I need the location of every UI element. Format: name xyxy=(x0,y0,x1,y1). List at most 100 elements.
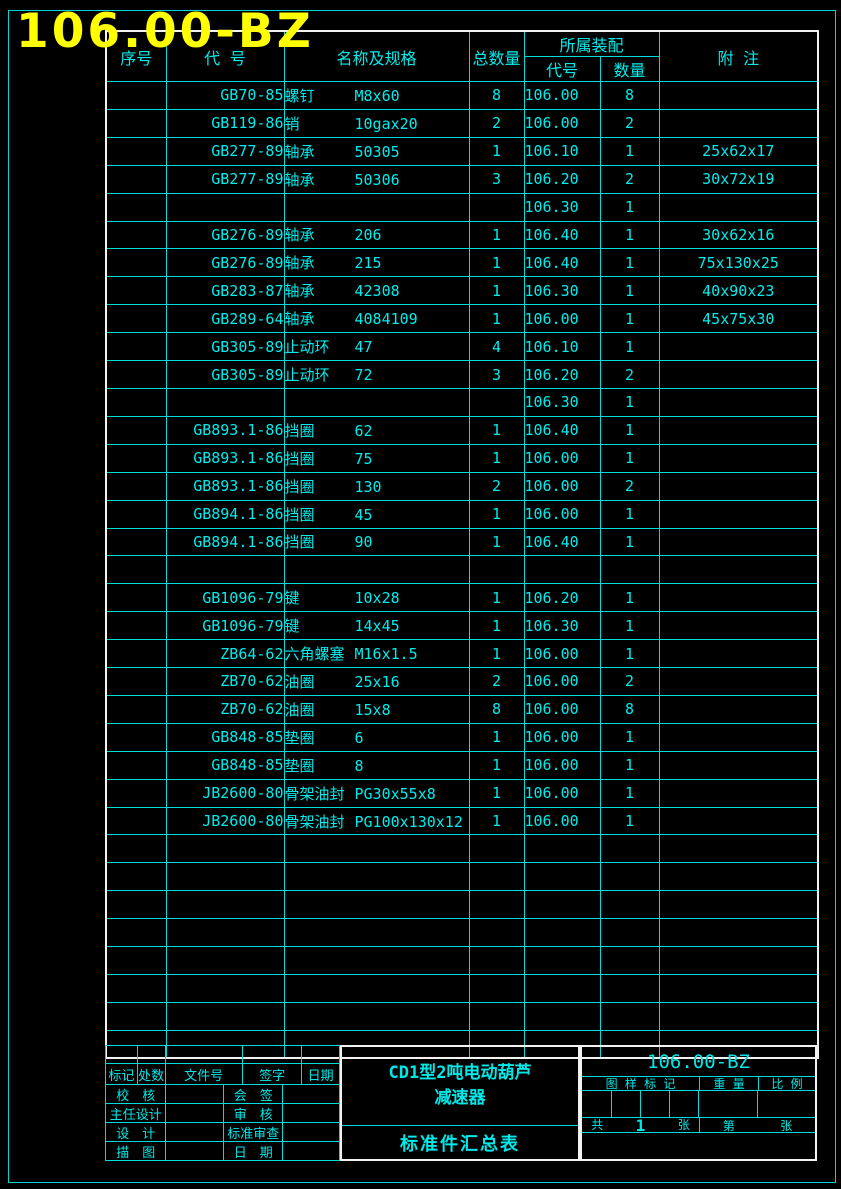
cell-name-spec xyxy=(283,1029,470,1059)
cell-assembly-code: 106.00 xyxy=(523,778,601,808)
cell-code: GB305-89 xyxy=(165,360,285,389)
empty-cell xyxy=(283,1085,339,1103)
part-name: 轴承 xyxy=(284,226,315,245)
cell-total-qty xyxy=(468,387,525,417)
cell-total-qty: 1 xyxy=(468,722,525,752)
empty-cell xyxy=(243,1046,303,1063)
cell-serial xyxy=(105,667,167,696)
part-name: 挡圈 xyxy=(284,533,315,552)
cell-total-qty xyxy=(468,1029,525,1059)
parts-table-body: GB70-85 螺钉 M8x60 8 106.00 8 GB119-86 销 10gax20 2 1… xyxy=(105,81,819,1059)
cell-code: GB70-85 xyxy=(165,81,285,110)
table-row: GB893.1-86 挡圈 75 1 106.00 1 xyxy=(105,443,819,473)
empty-cell xyxy=(302,1046,339,1063)
header-assembly-qty: 数量 xyxy=(599,56,660,82)
empty-cell xyxy=(283,1123,339,1141)
cell-code xyxy=(165,890,285,920)
cell-total-qty: 1 xyxy=(468,806,525,836)
cell-total-qty: 1 xyxy=(468,750,525,780)
part-spec: M16x1.5 xyxy=(354,645,418,664)
label-date2: 日 期 xyxy=(224,1142,284,1160)
cell-code: GB276-89 xyxy=(165,220,285,250)
cell-name-spec xyxy=(283,918,470,948)
part-spec: M8x60 xyxy=(354,86,400,105)
cell-total-qty: 3 xyxy=(468,360,525,389)
cell-assembly-code xyxy=(523,1001,601,1031)
table-row xyxy=(105,1001,819,1031)
table-row: GB848-85 垫圈 6 1 106.00 1 xyxy=(105,722,819,752)
cell-serial xyxy=(105,639,167,669)
label-review: 审 核 xyxy=(224,1104,284,1122)
cell-code: ZB64-62 xyxy=(165,639,285,669)
cell-remark xyxy=(658,527,819,557)
cell-assembly-qty: 1 xyxy=(599,136,660,166)
cell-remark xyxy=(658,890,819,920)
cell-code: GB894.1-86 xyxy=(165,527,285,557)
cell-name-spec: 挡圈 62 xyxy=(283,415,470,445)
cell-remark xyxy=(658,750,819,780)
cell-name-spec: 垫圈 6 xyxy=(283,722,470,752)
cell-name-spec: 挡圈 90 xyxy=(283,527,470,557)
part-name: 挡圈 xyxy=(284,505,315,524)
cell-remark xyxy=(658,918,819,948)
cell-total-qty xyxy=(468,918,525,948)
cell-assembly-qty: 1 xyxy=(599,304,660,334)
cell-name-spec: 垫圈 8 xyxy=(283,750,470,780)
cell-serial xyxy=(105,499,167,529)
cell-assembly-qty: 1 xyxy=(599,499,660,529)
cell-name-spec: 螺钉 M8x60 xyxy=(283,81,470,110)
cell-assembly-code: 106.00 xyxy=(523,806,601,836)
cell-code: GB893.1-86 xyxy=(165,471,285,501)
cell-serial xyxy=(105,527,167,557)
cell-name-spec: 轴承 4084109 xyxy=(283,304,470,334)
part-spec: 75 xyxy=(354,449,373,468)
cell-remark xyxy=(658,694,819,724)
cell-code: GB283-87 xyxy=(165,276,285,306)
cell-remark: 25x62x17 xyxy=(658,136,819,166)
cell-name-spec: 挡圈 45 xyxy=(283,499,470,529)
cell-assembly-code: 106.00 xyxy=(523,667,601,696)
cell-serial xyxy=(105,304,167,334)
cell-remark xyxy=(658,862,819,892)
cell-name-spec: 轴承 50305 xyxy=(283,136,470,166)
cell-code xyxy=(165,192,285,222)
cell-code: GB893.1-86 xyxy=(165,415,285,445)
cell-assembly-code: 106.00 xyxy=(523,499,601,529)
empty-cell xyxy=(283,1142,339,1160)
part-spec: 62 xyxy=(354,421,373,440)
part-name: 骨架油封 xyxy=(284,812,345,831)
cell-serial xyxy=(105,974,167,1003)
table-row: GB1096-79 键 14x45 1 106.30 1 xyxy=(105,611,819,641)
drawing-frame xyxy=(8,10,836,1183)
part-name: 垫圈 xyxy=(284,756,315,775)
cell-assembly-qty: 1 xyxy=(599,750,660,780)
cell-assembly-code: 106.00 xyxy=(523,108,601,138)
cell-total-qty xyxy=(468,890,525,920)
cell-total-qty: 2 xyxy=(468,108,525,138)
cell-name-spec xyxy=(283,555,470,585)
empty-cell xyxy=(166,1123,224,1141)
cell-assembly-code: 106.00 xyxy=(523,722,601,752)
weight-value-cell xyxy=(699,1091,758,1117)
part-name: 油圈 xyxy=(284,672,315,691)
table-row: GB283-87 轴承 42308 1 106.30 1 40x90x23 xyxy=(105,276,819,306)
cell-code: GB119-86 xyxy=(165,108,285,138)
cell-total-qty xyxy=(468,834,525,864)
part-spec: 90 xyxy=(354,533,373,552)
header-total-qty: 总数量 xyxy=(468,30,525,82)
cell-code xyxy=(165,834,285,864)
table-row xyxy=(105,1029,819,1059)
cell-assembly-qty: 1 xyxy=(599,443,660,473)
cell-remark xyxy=(658,722,819,752)
cell-total-qty: 1 xyxy=(468,527,525,557)
cell-assembly-code: 106.40 xyxy=(523,248,601,278)
part-name: 螺钉 xyxy=(284,86,315,105)
cell-assembly-qty xyxy=(599,890,660,920)
title-block-product: CD1型2吨电动葫芦 减速器 标准件汇总表 xyxy=(340,1045,580,1161)
cell-serial xyxy=(105,918,167,948)
part-spec: 4084109 xyxy=(354,310,418,329)
cell-name-spec xyxy=(283,834,470,864)
table-row: GB276-89 轴承 206 1 106.40 1 30x62x16 xyxy=(105,220,819,250)
cell-code: GB1096-79 xyxy=(165,611,285,641)
